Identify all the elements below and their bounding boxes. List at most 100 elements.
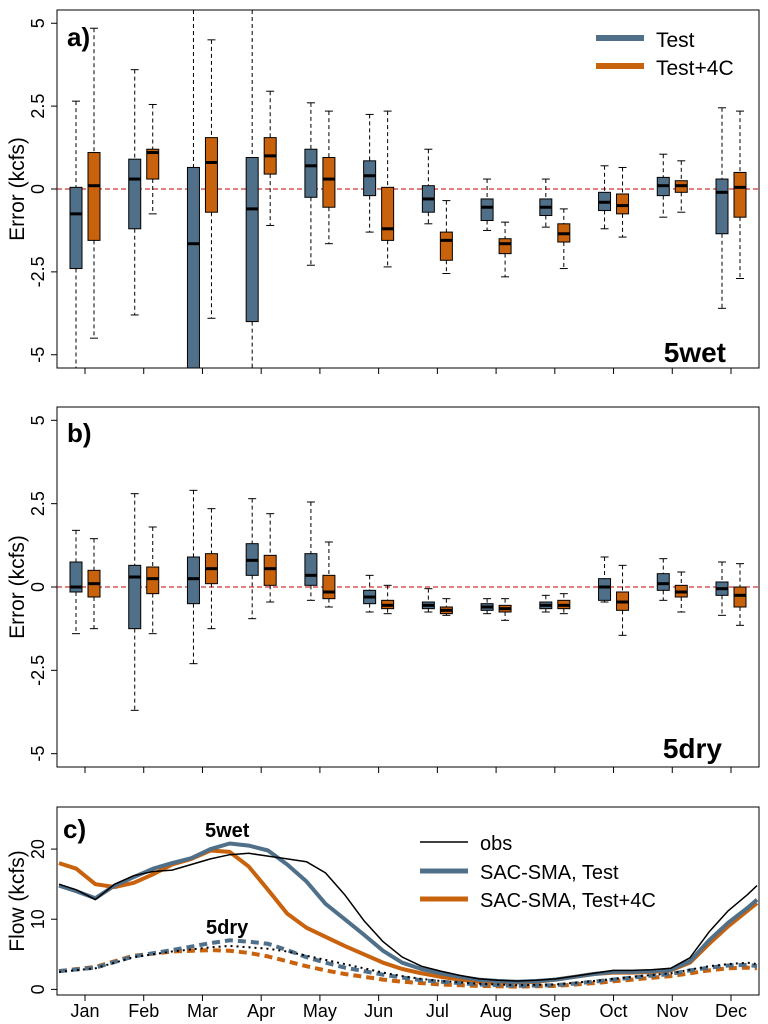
- x-tick-label: Oct: [600, 1001, 628, 1021]
- x-tick-label: Mar: [187, 1001, 218, 1021]
- y-tick-label: 0: [28, 984, 48, 994]
- box-test4c-apr: [263, 513, 277, 603]
- panel-b-x-ticks: [84, 767, 732, 773]
- x-tick-label: Apr: [247, 1001, 275, 1021]
- box-test4c-jan: [87, 27, 101, 339]
- y-tick-label: -2.5: [28, 256, 48, 287]
- box-iqr: [186, 166, 200, 369]
- line-obs-wet: [58, 852, 758, 982]
- box-test4c-jul: [439, 200, 453, 275]
- y-tick-label: 0: [28, 184, 48, 194]
- panel-c-lines: [58, 841, 759, 989]
- box-iqr: [322, 157, 336, 208]
- box-test-apr: [245, 498, 259, 620]
- y-tick-label: 2.5: [28, 491, 48, 516]
- panel-b-label: b): [67, 418, 92, 448]
- box-test-aug: [480, 178, 494, 231]
- box-iqr: [498, 238, 512, 255]
- box-test4c-oct: [616, 564, 630, 636]
- box-test4c-aug: [498, 598, 512, 621]
- box-test-jun: [363, 113, 377, 233]
- box-iqr: [128, 564, 142, 630]
- panel-c-legend: obs SAC-SMA, Test SAC-SMA, Test+4C: [420, 833, 656, 912]
- box-test4c-aug: [498, 221, 512, 278]
- box-test4c-jun: [381, 110, 395, 268]
- y-tick-label: 5: [28, 415, 48, 425]
- box-test-sep: [539, 594, 553, 613]
- box-iqr: [480, 198, 494, 221]
- box-test-jul: [421, 148, 435, 225]
- x-tick-label: Jan: [70, 1001, 99, 1021]
- box-iqr: [69, 186, 83, 270]
- panel-b-y-axis: 5 2.5 0 -2.5 -5: [28, 415, 57, 762]
- box-test-mar: [186, 489, 200, 665]
- box-test4c-jul: [439, 598, 453, 616]
- box-iqr: [439, 231, 453, 261]
- box-test4c-dec: [733, 563, 747, 626]
- box-test-feb: [128, 493, 142, 711]
- box-iqr: [186, 556, 200, 605]
- x-tick-label: Jul: [426, 1001, 449, 1021]
- y-tick-label: 5: [28, 18, 48, 28]
- x-tick-label: Sep: [539, 1001, 571, 1021]
- panel-a-x-ticks: [84, 368, 732, 374]
- box-test-sep: [539, 178, 553, 228]
- box-test4c-sep: [557, 593, 571, 615]
- box-iqr: [733, 171, 747, 218]
- box-iqr: [128, 158, 142, 230]
- box-iqr: [363, 160, 377, 197]
- box-test-may: [304, 102, 318, 266]
- panel-a-ylabel: Error (kcfs): [6, 137, 29, 241]
- y-tick-label: -5: [28, 347, 48, 363]
- line-sac-test-wet: [58, 841, 759, 984]
- panel-a-boxes: [57, 10, 759, 369]
- box-iqr: [598, 578, 612, 601]
- box-test4c-mar: [204, 508, 218, 630]
- box-test4c-mar: [204, 39, 218, 319]
- box-iqr: [715, 178, 729, 235]
- x-tick-label: Dec: [715, 1001, 747, 1021]
- box-test-apr: [245, 10, 259, 368]
- box-iqr: [616, 193, 630, 215]
- box-iqr: [656, 573, 670, 591]
- y-tick-label: 2.5: [28, 94, 48, 119]
- legend-label-obs: obs: [480, 833, 512, 855]
- panel-a-annotation: 5wet: [664, 337, 726, 368]
- box-iqr: [245, 157, 259, 323]
- box-test-may: [304, 501, 318, 601]
- panel-c-frame: [56, 806, 760, 996]
- panel-c-y-axis: 0 10 20: [28, 839, 57, 994]
- legend-label-sac-test: SAC-SMA, Test: [480, 862, 619, 884]
- box-test-jun: [363, 574, 377, 613]
- y-tick-label: 10: [28, 909, 48, 929]
- panel-a-error-wet: a) 5wet Error (kcfs) 5 2.5 0 -2.5 -5 Test Te…: [6, 9, 760, 374]
- box-test4c-feb: [146, 526, 160, 635]
- box-test4c-nov: [674, 160, 688, 213]
- y-tick-label: 0: [28, 582, 48, 592]
- box-test-mar: [186, 10, 200, 369]
- box-iqr: [204, 137, 218, 213]
- panel-a-label: a): [67, 22, 90, 52]
- box-iqr: [304, 148, 318, 198]
- x-tick-label: Feb: [128, 1001, 159, 1021]
- y-tick-label: -5: [28, 746, 48, 762]
- box-test-oct: [598, 165, 612, 230]
- box-test-feb: [128, 69, 142, 316]
- line-obs-dry: [58, 944, 758, 987]
- line-sac-test4c-dry: [58, 948, 758, 989]
- y-tick-label: -2.5: [28, 655, 48, 686]
- legend-label-sac-test4c: SAC-SMA, Test+4C: [480, 890, 656, 912]
- box-iqr: [322, 574, 336, 600]
- panel-a-legend: Test Test+4C: [596, 29, 734, 80]
- box-test4c-dec: [733, 110, 747, 279]
- box-test-dec: [715, 561, 729, 616]
- box-test4c-apr: [263, 90, 277, 226]
- panel-c-x-axis: Jan Feb Mar Apr May Jun Jul Aug Sep Oct Nov Dec: [70, 995, 747, 1021]
- box-iqr: [146, 148, 160, 180]
- x-tick-label: Jun: [364, 1001, 393, 1021]
- box-test4c-jan: [87, 538, 101, 630]
- box-test4c-may: [322, 110, 336, 245]
- box-test-oct: [598, 556, 612, 603]
- legend-label-test: Test: [656, 29, 695, 52]
